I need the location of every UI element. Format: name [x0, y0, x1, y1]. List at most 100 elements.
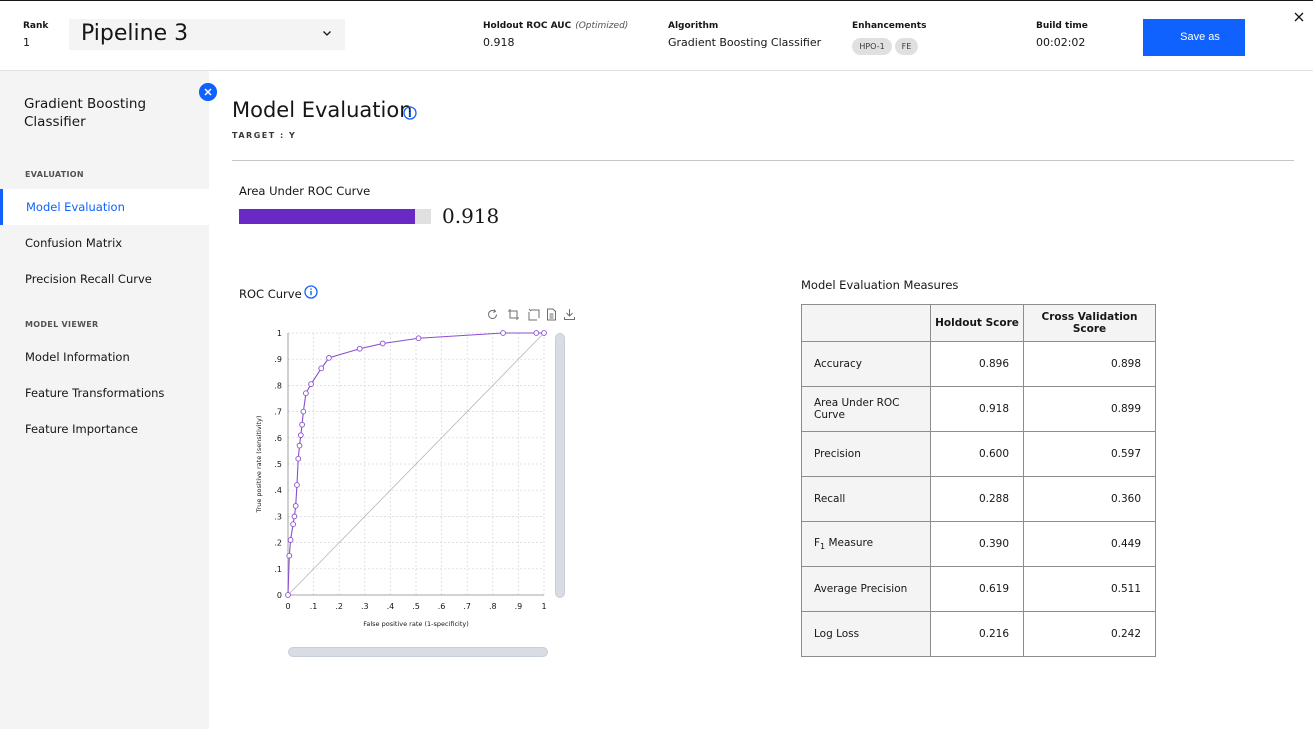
- save-as-button[interactable]: Save as: [1143, 19, 1245, 56]
- x-tick-label: .4: [387, 602, 395, 611]
- collapse-sidebar-icon[interactable]: [199, 83, 217, 101]
- y-tick-label: 0: [277, 591, 282, 600]
- table-row: Accuracy 0.896 0.898: [801, 341, 1156, 387]
- roc-point: [300, 408, 307, 415]
- rank-label: Rank: [23, 21, 49, 31]
- baseline-line: [287, 332, 545, 596]
- roc-point: [308, 381, 314, 387]
- algorithm-label: Algorithm: [668, 21, 719, 31]
- holdout-score: 0.288: [930, 476, 1024, 522]
- measure-name: Accuracy: [801, 341, 931, 387]
- x-tick-label: .7: [463, 602, 471, 611]
- metric-note: (Optimized): [575, 21, 629, 31]
- target-label: TARGET : Y: [232, 131, 297, 140]
- y-tick-label: .5: [274, 460, 282, 469]
- build-time-label: Build time: [1036, 21, 1088, 31]
- cv-score: 0.242: [1023, 611, 1156, 657]
- measure-name: Recall: [801, 476, 931, 522]
- metric-label: Holdout ROC AUC (Optimized): [483, 21, 628, 31]
- roc-point: [415, 335, 422, 342]
- x-tick-label: .6: [438, 602, 446, 611]
- y-tick-label: .7: [274, 408, 282, 417]
- measure-name: Log Loss: [801, 611, 931, 657]
- roc-point: [356, 345, 363, 352]
- pipeline-header: Rank 1 Pipeline 3 Holdout ROC AUC (Optimi…: [0, 0, 1313, 71]
- auc-bar-fill: [239, 209, 416, 224]
- sidebar-title: Gradient Boosting Classifier: [24, 96, 147, 130]
- pipeline-dropdown[interactable]: Pipeline 3: [69, 19, 345, 50]
- table-row: Recall 0.288 0.360: [801, 476, 1156, 522]
- roc-point: [299, 421, 305, 428]
- roc-point: [379, 340, 386, 347]
- x-tick-label: .3: [361, 602, 369, 611]
- holdout-score: 0.896: [930, 341, 1024, 387]
- roc-point: [291, 513, 298, 520]
- chevron-down-icon: [323, 31, 331, 36]
- evaluation-section-label: EVALUATION: [25, 170, 84, 179]
- cv-score: 0.597: [1023, 431, 1156, 477]
- roc-point: [290, 521, 296, 528]
- data-view-icon[interactable]: [545, 308, 558, 321]
- auc-bar-track: [239, 209, 431, 224]
- table-row: Log Loss 0.216 0.242: [801, 611, 1156, 657]
- x-tick-label: .9: [515, 602, 523, 611]
- measure-name: Average Precision: [801, 566, 931, 612]
- crop-icon[interactable]: [507, 308, 520, 321]
- roc-point: [297, 432, 304, 439]
- roc-info-icon[interactable]: [304, 285, 318, 299]
- vertical-scrollbar[interactable]: [555, 333, 565, 598]
- roc-point: [500, 330, 506, 336]
- sidebar-item-precision-recall-curve[interactable]: Precision Recall Curve: [25, 272, 152, 286]
- x-tick-label: .5: [412, 602, 420, 611]
- roc-point: [295, 455, 302, 462]
- table-row: Area Under ROC Curve 0.918 0.899: [801, 386, 1156, 432]
- download-icon[interactable]: [563, 308, 576, 321]
- page-title: Model Evaluation: [232, 98, 413, 122]
- table-header-row: Holdout Score Cross Validation Score: [801, 304, 1156, 342]
- y-tick-label: .8: [274, 381, 282, 390]
- x-tick-label: 0: [285, 602, 290, 611]
- y-tick-label: 1: [277, 329, 282, 338]
- cv-score: 0.898: [1023, 341, 1156, 387]
- sidebar-item-model-information[interactable]: Model Information: [25, 350, 130, 364]
- sidebar-item-feature-transformations[interactable]: Feature Transformations: [25, 386, 165, 400]
- roc-chart: 0 .1 .2 .3 .4 .5 .6 .7 .8 .9 1 0 .1 .2 .3 .4 .5 .6 .7 .8 .9 1…: [255, 329, 547, 628]
- holdout-score: 0.600: [930, 431, 1024, 477]
- y-tick-label: .3: [274, 512, 282, 521]
- holdout-score: 0.918: [930, 386, 1024, 432]
- holdout-score: 0.216: [930, 611, 1024, 657]
- zoom-reset-icon[interactable]: [527, 308, 540, 321]
- y-tick-label: .4: [274, 486, 282, 495]
- holdout-score: 0.390: [930, 521, 1024, 567]
- algorithm-value: Gradient Boosting Classifier: [668, 36, 822, 49]
- sidebar-item-feature-importance[interactable]: Feature Importance: [25, 422, 139, 436]
- sidebar-item-confusion-matrix[interactable]: Confusion Matrix: [25, 236, 123, 250]
- y-axis-label: True positive rate (sensitivity): [255, 416, 263, 514]
- horizontal-scrollbar[interactable]: [288, 647, 548, 657]
- measure-name: Precision: [801, 431, 931, 477]
- roc-point: [285, 592, 291, 598]
- x-tick-label: 1: [541, 602, 546, 611]
- column-header-holdout: Holdout Score: [930, 304, 1024, 342]
- roc-point: [296, 442, 303, 449]
- sidebar-item-model-evaluation[interactable]: Model Evaluation: [0, 189, 209, 225]
- roc-point: [533, 330, 540, 336]
- info-icon[interactable]: [403, 106, 417, 120]
- divider: [232, 160, 1294, 161]
- roc-point: [303, 390, 309, 397]
- build-time-value: 00:02:02: [1036, 36, 1086, 49]
- roc-point: [287, 537, 294, 543]
- roc-point: [286, 552, 293, 559]
- y-tick-label: .6: [274, 434, 282, 443]
- refresh-icon[interactable]: [486, 308, 499, 321]
- auc-label: Area Under ROC Curve: [239, 184, 371, 198]
- cv-score: 0.511: [1023, 566, 1156, 612]
- enhancements-label: Enhancements: [852, 21, 927, 31]
- sidebar: Gradient Boosting Classifier EVALUATION …: [0, 71, 209, 729]
- column-header-cv: Cross Validation Score: [1023, 304, 1156, 342]
- cv-score: 0.899: [1023, 386, 1156, 432]
- close-icon[interactable]: [1293, 11, 1305, 23]
- y-tick-label: .1: [274, 565, 282, 574]
- model-viewer-section-label: MODEL VIEWER: [25, 320, 99, 329]
- auc-value: 0.918: [442, 204, 500, 228]
